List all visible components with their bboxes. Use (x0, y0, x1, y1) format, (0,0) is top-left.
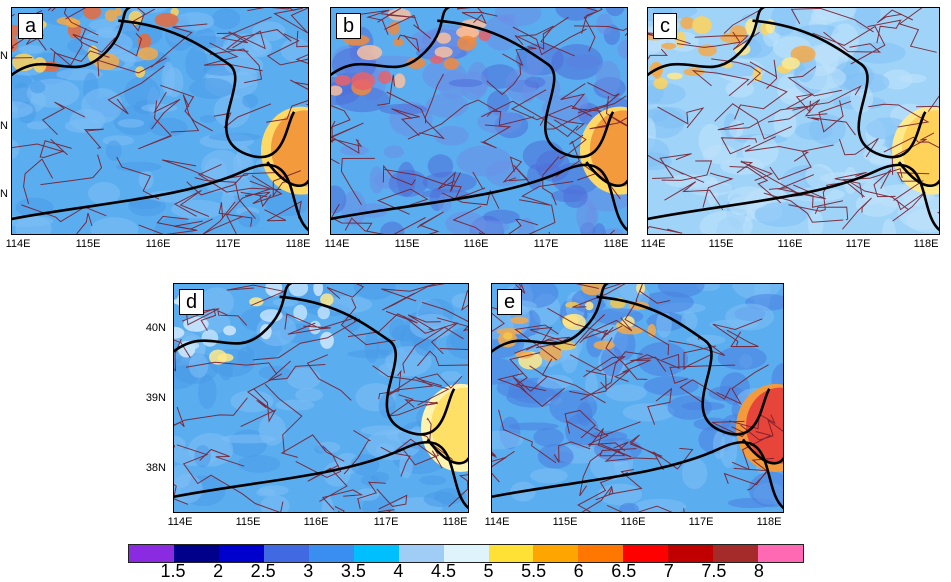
colorbar-label: 6.5 (611, 561, 637, 581)
colorbar-swatch (263, 545, 309, 562)
x-tick-b-118: 118E (603, 238, 629, 250)
colorbar (128, 544, 804, 563)
colorbar-swatch (173, 545, 219, 562)
colorbar-label: 1.5 (160, 561, 186, 581)
colorbar-swatch (398, 545, 444, 562)
x-tick-c-117: 117E (845, 238, 871, 250)
x-tick-d-118: 118E (442, 516, 468, 528)
x-tick-c-118: 118E (913, 238, 939, 250)
colorbar-label: 3 (303, 561, 314, 581)
colorbar-label: 7 (663, 561, 674, 581)
colorbar-label: 7.5 (701, 561, 727, 581)
map-a-canvas (11, 7, 309, 235)
colorbar-swatch (443, 545, 489, 562)
colorbar-swatch (488, 545, 534, 562)
colorbar-label: 5.5 (521, 561, 547, 581)
panel-label-b: b (336, 13, 362, 39)
colorbar-swatch (353, 545, 399, 562)
map-panel-c (647, 7, 940, 235)
colorbar-swatch (668, 545, 714, 562)
map-panel-d (173, 283, 469, 513)
colorbar-label: 6 (573, 561, 584, 581)
y-tick-39n: 39N (145, 392, 166, 404)
colorbar-label: 5 (483, 561, 494, 581)
colorbar-swatch (129, 545, 174, 562)
y-tick-38n: 38N (145, 462, 166, 474)
x-tick-e-117: 117E (688, 516, 714, 528)
colorbar-label: 2.5 (250, 561, 276, 581)
x-tick-d-115: 115E (235, 516, 261, 528)
colorbar-swatch (623, 545, 669, 562)
map-panel-b (330, 7, 628, 235)
colorbar-swatch (758, 545, 804, 562)
panel-label-a: a (18, 13, 44, 39)
x-tick-e-114: 114E (484, 516, 510, 528)
x-tick-a-114: 114E (5, 238, 31, 250)
map-panel-e (491, 283, 784, 513)
colorbar-swatch (533, 545, 579, 562)
panel-label-e: e (497, 289, 523, 315)
y-tick-40n: 40N (145, 322, 166, 334)
panel-label-d: d (179, 289, 205, 315)
colorbar-label: 4.5 (430, 561, 456, 581)
colorbar-label: 3.5 (340, 561, 366, 581)
map-b-canvas (330, 7, 628, 235)
panel-label-c: c (653, 13, 677, 39)
map-c-canvas (647, 7, 940, 235)
x-tick-d-116: 116E (303, 516, 329, 528)
map-panel-a (11, 7, 309, 235)
colorbar-swatch (218, 545, 264, 562)
x-tick-c-116: 116E (777, 238, 803, 250)
x-tick-c-114: 114E (640, 238, 666, 250)
y-tick-clipped-1: N (0, 50, 8, 62)
x-tick-a-117: 117E (215, 238, 241, 250)
x-tick-b-115: 115E (394, 238, 420, 250)
x-tick-e-116: 116E (620, 516, 646, 528)
x-tick-a-115: 115E (75, 238, 101, 250)
x-tick-a-118: 118E (285, 238, 311, 250)
y-tick-clipped-2: N (0, 120, 8, 132)
x-tick-b-117: 117E (533, 238, 559, 250)
x-tick-e-118: 118E (756, 516, 782, 528)
y-tick-clipped-3: N (0, 188, 8, 200)
x-tick-e-115: 115E (552, 516, 578, 528)
colorbar-label: 8 (753, 561, 764, 581)
colorbar-swatch (308, 545, 354, 562)
colorbar-swatch (713, 545, 759, 562)
x-tick-b-116: 116E (463, 238, 489, 250)
colorbar-label: 4 (393, 561, 404, 581)
x-tick-b-114: 114E (324, 238, 350, 250)
map-d-canvas (173, 283, 469, 513)
colorbar-label: 2 (213, 561, 224, 581)
x-tick-c-115: 115E (708, 238, 734, 250)
map-e-canvas (491, 283, 784, 513)
x-tick-a-116: 116E (145, 238, 171, 250)
x-tick-d-114: 114E (167, 516, 193, 528)
x-tick-d-117: 117E (373, 516, 399, 528)
colorbar-swatch (578, 545, 624, 562)
